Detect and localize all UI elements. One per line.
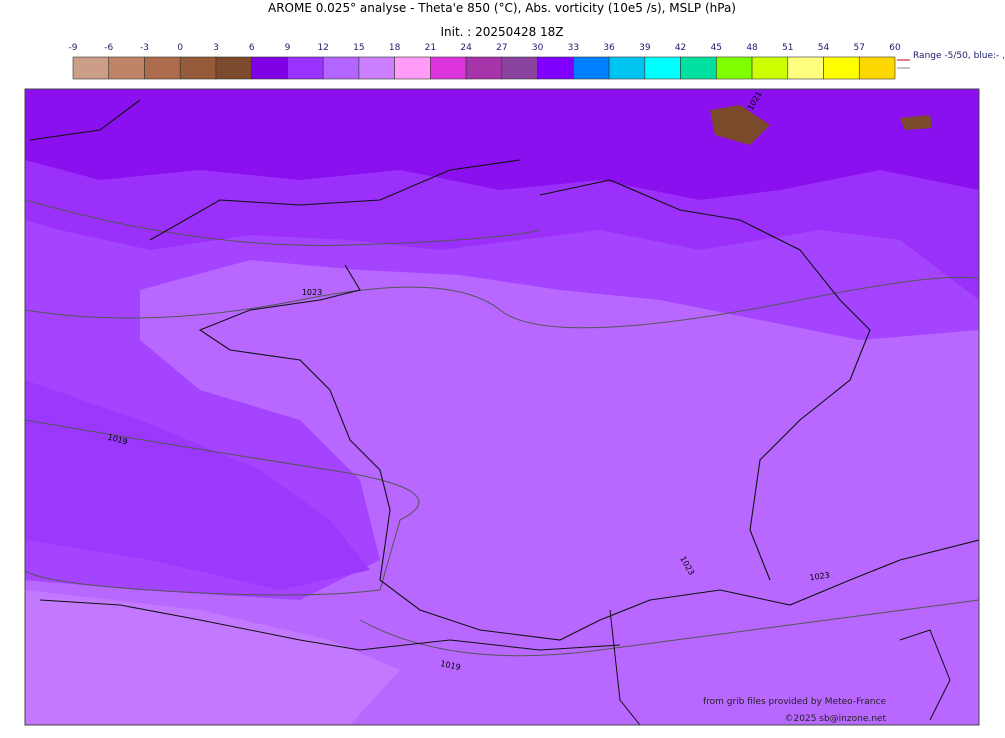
colorbar-swatch	[465, 56, 503, 80]
colorbar-tick-label: 9	[285, 43, 291, 53]
colorbar-swatch	[716, 56, 753, 80]
colorbar-swatch	[251, 56, 288, 80]
map: 1021 1023 1019 1023 1023 1019 from grib …	[24, 88, 980, 726]
colorbar-swatch	[537, 56, 574, 80]
colorbar-swatch	[644, 56, 681, 80]
colorbar-tick-label: 12	[317, 43, 328, 53]
colorbar-swatch	[751, 56, 789, 80]
title: AROME 0.025° analyse - Theta'e 850 (°C),…	[268, 1, 736, 15]
credit: from grib files provided by Meteo-France	[703, 697, 886, 707]
colorbar-tick-label: 57	[854, 43, 865, 53]
colorbar-swatch	[108, 56, 145, 80]
warm-south	[25, 590, 400, 725]
colorbar-tick-label: 51	[782, 43, 793, 53]
colorbar-swatch	[358, 56, 395, 80]
colorbar-tick-label: 54	[818, 43, 830, 53]
colorbar-swatch	[680, 56, 717, 80]
sea-region	[25, 380, 370, 590]
colorbar-swatch	[322, 56, 360, 80]
credit: ©2025 sb@inzone.net	[785, 714, 887, 724]
colorbar-tick-label: 60	[889, 43, 901, 53]
colorbar-swatch	[179, 56, 217, 80]
isobar-label: 1023	[809, 571, 830, 583]
colorbar: -9 -6 -3 0 3 6 9 12 15 18 21 24 27 30 33 36 39 42 45 48 51 54…	[69, 43, 901, 80]
colorbar-swatch	[215, 56, 252, 80]
colorbar-tick-label: 33	[568, 43, 579, 53]
colorbar-swatch	[787, 56, 824, 80]
isobar-label: 1023	[302, 288, 322, 297]
isobar-label: 1019	[440, 659, 462, 672]
isobar	[359, 599, 979, 657]
colorbar-tick-label: -9	[69, 43, 78, 53]
colorbar-tick-label: 24	[460, 43, 472, 53]
colorbar-tick-label: -3	[140, 43, 149, 53]
colorbar-tick-label: 45	[711, 43, 722, 53]
colorbar-tick-label: 6	[249, 43, 255, 53]
colorbar-swatch	[823, 56, 860, 80]
colorbar-tick-label: 48	[746, 43, 758, 53]
colorbar-swatch	[430, 56, 467, 80]
colorbar-tick-label: 27	[496, 43, 507, 53]
coastline	[29, 99, 979, 641]
cold-spot	[710, 105, 770, 145]
colorbar-swatch	[287, 56, 324, 80]
colorbar-tick-label: 3	[213, 43, 219, 53]
range-note: Range -5/50, blue:- , r	[913, 51, 1005, 61]
colorbar-swatch	[501, 56, 538, 80]
colorbar-tick-label: 42	[675, 43, 686, 53]
colorbar-swatch	[72, 56, 110, 80]
colorbar-tick-label: 36	[603, 43, 615, 53]
warm-region	[25, 260, 979, 725]
colorbar-tick-label: -6	[104, 43, 113, 53]
colorbar-tick-label: 15	[353, 43, 364, 53]
colorbar-tick-label: 18	[389, 43, 401, 53]
colorbar-swatch	[144, 56, 181, 80]
colorbar-swatch	[573, 56, 610, 80]
colorbar-tick-label: 21	[425, 43, 436, 53]
border	[39, 599, 951, 725]
isobar	[25, 276, 979, 329]
colorbar-tick-label: 39	[639, 43, 651, 53]
cold-spot	[900, 115, 932, 130]
map-frame	[24, 88, 980, 726]
colorbar-swatch	[858, 56, 896, 80]
colorbar-swatch	[394, 56, 431, 80]
isobar	[25, 199, 541, 246]
colorbar-tick-label: 0	[177, 43, 183, 53]
colorbar-swatch	[608, 56, 646, 80]
subtitle: Init. : 20250428 18Z	[440, 25, 563, 39]
colorbar-tick-label: 30	[532, 43, 544, 53]
isobar	[25, 419, 420, 596]
